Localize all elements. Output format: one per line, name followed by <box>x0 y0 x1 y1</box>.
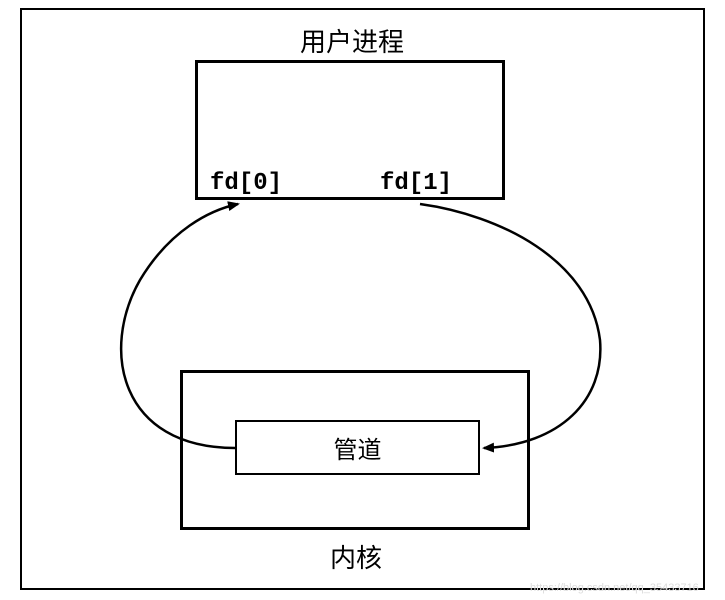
title-user-process: 用户进程 <box>300 22 404 59</box>
watermark: https://blog.csdn.net/qq_35433716 <box>530 582 699 594</box>
pipe-label: 管道 <box>334 430 382 465</box>
pipe-box: 管道 <box>235 420 480 475</box>
title-kernel: 内核 <box>330 538 382 575</box>
fd1-label: fd[1] <box>380 170 452 197</box>
fd0-label: fd[0] <box>210 170 282 197</box>
